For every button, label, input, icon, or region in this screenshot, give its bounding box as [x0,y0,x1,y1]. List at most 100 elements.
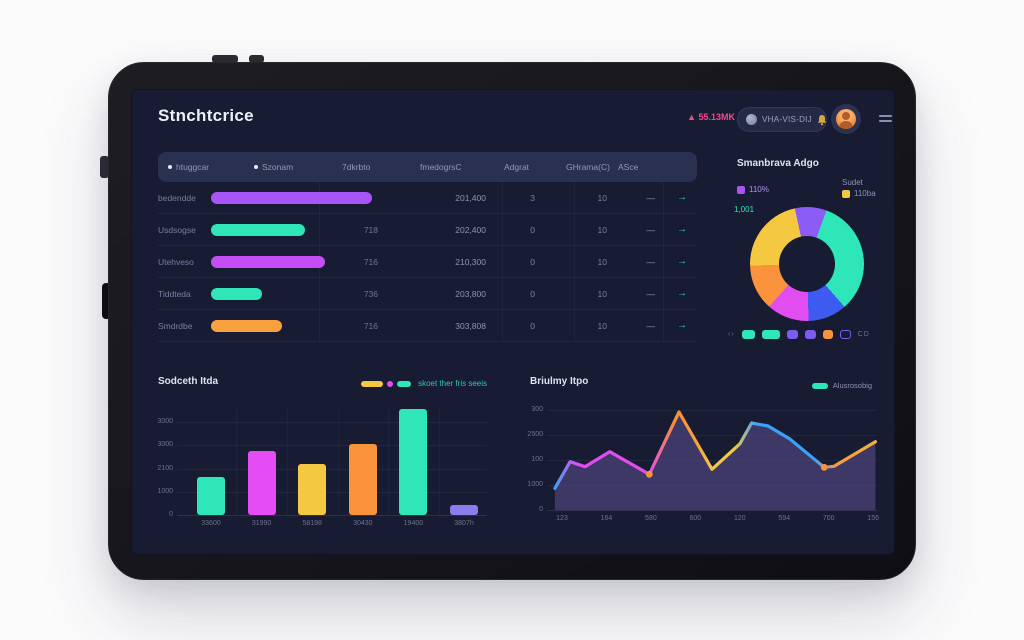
category-chip-5[interactable] [822,330,833,339]
bar-x-tick: 19400 [403,520,424,527]
bar-2[interactable] [247,451,276,515]
category-chip-4[interactable] [804,330,816,339]
line-chart-plot: 300 2500 100 1000 0 123 164 580 600 120 594 700 156 [527,406,879,522]
avatar-figure-icon [836,109,856,129]
column-label: Adgrat [504,162,530,172]
line-marker-2 [820,463,828,471]
table-column-divider [574,182,575,342]
bar-gridline [177,445,487,447]
legend-swatch-teal [811,382,828,389]
row-label: bedendde [158,193,196,203]
row-label: Usdsogse [158,225,196,235]
line-y-tick: 0 [539,506,543,513]
bar-gridline [177,515,487,516]
column-label: ASce [618,162,639,172]
user-avatar[interactable] [831,104,861,134]
row-count: 0 [530,321,535,331]
line-y-tick: 1000 [527,481,543,488]
app-title: Stnchtcrice [158,106,254,125]
table-row[interactable]: Smdrdbe 716 303,808 0 10 — → [158,310,697,342]
status-dot-icon [746,114,757,125]
column-label: Szonam [262,162,294,172]
category-chip-3[interactable] [786,330,798,339]
account-pill[interactable]: VHA-VIS-DIJ [737,107,827,132]
line-gridline [547,510,877,511]
row-value [328,182,378,214]
category-chip-1[interactable] [741,330,755,339]
column-header-4[interactable]: fmedogrsC [420,152,462,182]
category-chip-6[interactable] [839,330,851,339]
bar-5[interactable] [399,409,428,515]
bar-vertical-gridline [236,407,238,515]
bar-vertical-gridline [286,407,288,515]
legend-title: Sudet [842,178,863,187]
column-header-2[interactable]: Szonam [254,152,293,182]
line-y-tick: 2500 [527,431,543,438]
bar-gridline [177,491,487,493]
tablet-camera-notch [102,283,111,319]
account-id: VHA-VIS-DIJ [762,115,812,124]
table-row[interactable]: Usdsogse 718 202,400 0 10 — → [158,214,697,246]
column-header-1[interactable]: htuggcar [168,152,209,182]
chips-lead-icon: ‹› [728,331,735,338]
bar-y-tick: 1000 [157,487,173,495]
row-amount: 210,300 [455,257,486,267]
table-row[interactable]: Utehveso 716 210,300 0 10 — → [158,246,697,278]
bar-6[interactable] [450,505,478,515]
line-area-fill [554,412,876,510]
bar-y-tick: 2100 [157,464,173,472]
line-x-tick: 120 [733,515,746,522]
line-chart-title: Briulmy Itpo [530,376,589,387]
column-header-6[interactable]: GHrama(C) [566,152,610,182]
bar-legend-swatch-1 [397,380,412,387]
header-metric: ▲ 55.13MK [687,112,735,122]
bar-chart-legend: skoet ther fris seeis [361,379,487,388]
column-label: htuggcar [176,162,210,172]
row-amount: 202,400 [455,225,486,235]
bar-gridline [177,468,487,470]
bar-3[interactable] [298,464,327,515]
bar-chart-legend-label: skoet ther fris seeis [418,379,487,388]
bar-x-tick: 31990 [251,520,272,527]
row-value: 718 [363,225,378,235]
column-header-7[interactable]: ASce [618,152,638,182]
chips-tail-label: CD [857,331,870,338]
bar-gridline [177,422,487,423]
line-x-tick: 600 [689,515,702,522]
dashboard-screen: Stnchtcrice ▲ 55.13MK VHA-VIS-DIJ htuggc… [131,89,895,555]
table-row[interactable]: bedendde 201,400 3 10 — → [158,182,697,214]
trend-arrow-icon: → [677,192,687,203]
legend-label: 110% [749,185,769,194]
row-label: Tiddteda [158,289,191,299]
bar-legend-swatch-2 [387,380,394,387]
bar-vertical-gridline [438,407,440,515]
table-column-divider [663,182,664,342]
line-x-tick: 594 [778,515,791,522]
donut-chart [750,207,864,321]
legend-swatch-yellow [842,189,850,198]
row-limit: 10 [597,225,607,235]
line-series-path [553,410,877,490]
donut-legend-item-2: Sudet 110ba [842,178,876,198]
column-header-3[interactable]: 7dkrbto [342,152,370,182]
row-progress-bar [211,320,282,332]
category-chip-2[interactable] [761,330,780,339]
bell-icon[interactable] [817,114,827,126]
category-chips-row: ‹› CD [728,330,870,339]
row-count: 0 [530,289,535,299]
row-value: 736 [363,289,378,299]
table-body: bedendde 201,400 3 10 — → Usdsogse 718 202,400 0 1… [158,182,697,342]
column-label: GHrama(C) [566,162,610,172]
bar-1[interactable] [197,477,225,515]
bar-4[interactable] [348,444,377,515]
tablet-volume-button [249,55,264,63]
table-row[interactable]: Tiddteda 736 203,800 0 10 — → [158,278,697,310]
bar-x-tick: 58198 [302,520,322,527]
row-progress-bar [211,288,262,300]
column-header-5[interactable]: Adgrat [504,152,529,182]
trend-arrow-icon: → [677,320,687,331]
row-amount: 303,808 [455,321,486,331]
bar-x-tick: 3807h [454,520,474,527]
menu-icon[interactable] [879,115,892,125]
